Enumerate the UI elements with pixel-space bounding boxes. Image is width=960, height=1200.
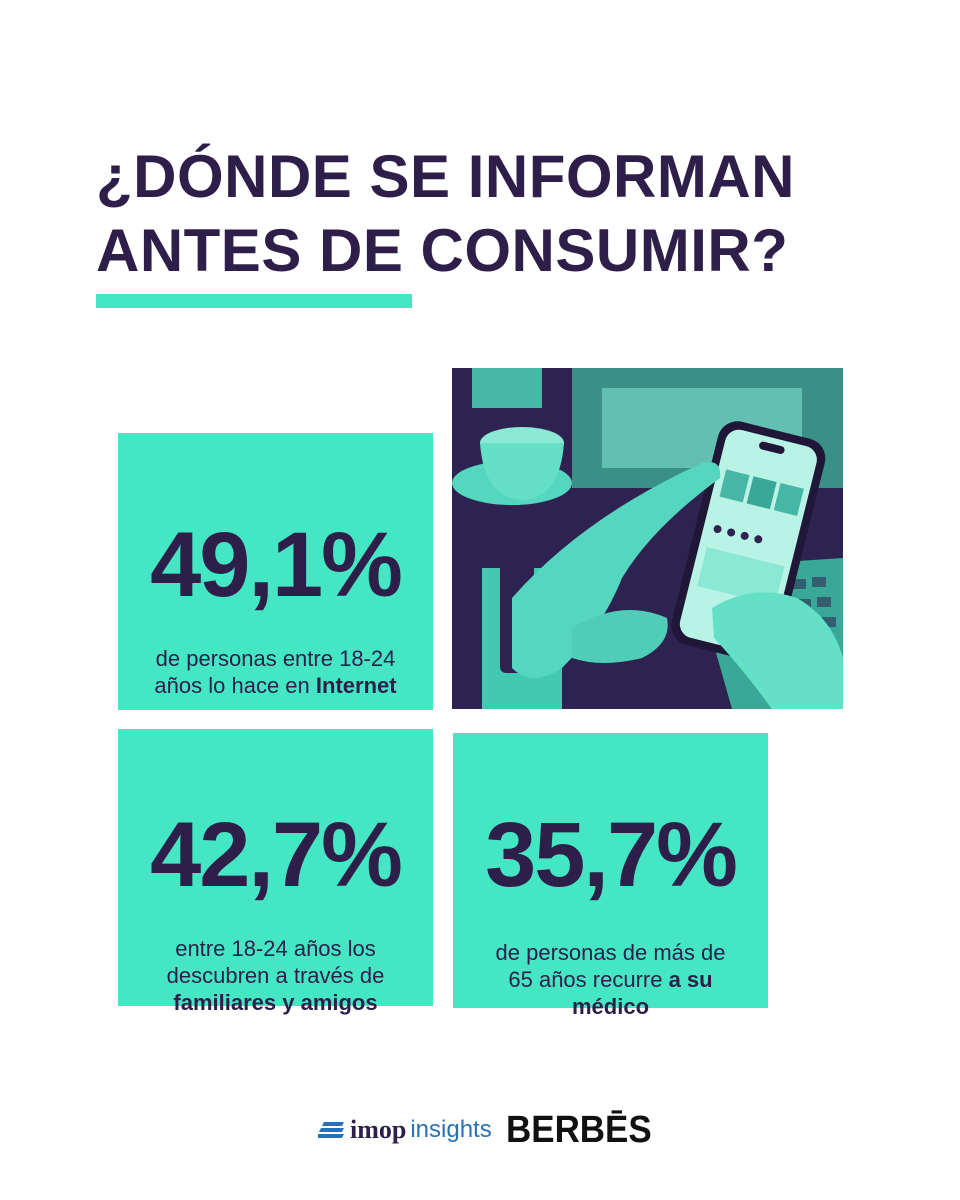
stat-description-text: de personas entre 18-24 años lo hace en [154,646,396,698]
imop-logo-text: imop [350,1115,407,1144]
stat-description-text: entre 18-24 años los descubren a través … [166,936,385,988]
insights-logo-text: insights [410,1116,492,1143]
stat-card-doctor: 35,7% de personas de más de 65 años recu… [453,733,768,1019]
stat-description: entre 18-24 años los descubren a través … [146,935,406,1016]
stat-card-internet: 49,1% de personas entre 18-24 años lo ha… [118,433,433,710]
stat-description-highlight: a su médico [571,967,713,1019]
stat-description: de personas entre 18-24 años lo hace en … [136,645,416,699]
smartphone-photo [452,368,843,709]
stat-description-text: de personas de más de 65 años recurre [495,940,726,992]
stat-value: 49,1% [150,514,403,616]
stat-description-highlight: Internet [315,673,397,698]
stat-card-family-friends: 42,7% entre 18-24 años los descubren a t… [118,729,433,1015]
berbes-logo: BERBĒS [505,1108,652,1151]
page-title-line-1: ¿DÓNDE SE INFORMAN [96,143,795,210]
stat-description: de personas de más de 65 años recurre a … [486,939,736,1020]
page-title-line-2: ANTES DE CONSUMIR? [96,217,789,284]
imop-mark-icon [318,1122,344,1138]
title-underline [96,294,412,308]
stat-value: 42,7% [150,804,403,906]
page-title: ¿DÓNDE SE INFORMAN ANTES DE CONSUMIR? [96,140,876,288]
stat-value: 35,7% [485,804,738,906]
stat-description-highlight: familiares y amigos [173,990,378,1015]
footer-logos: imop insights BERBĒS [318,1108,664,1152]
